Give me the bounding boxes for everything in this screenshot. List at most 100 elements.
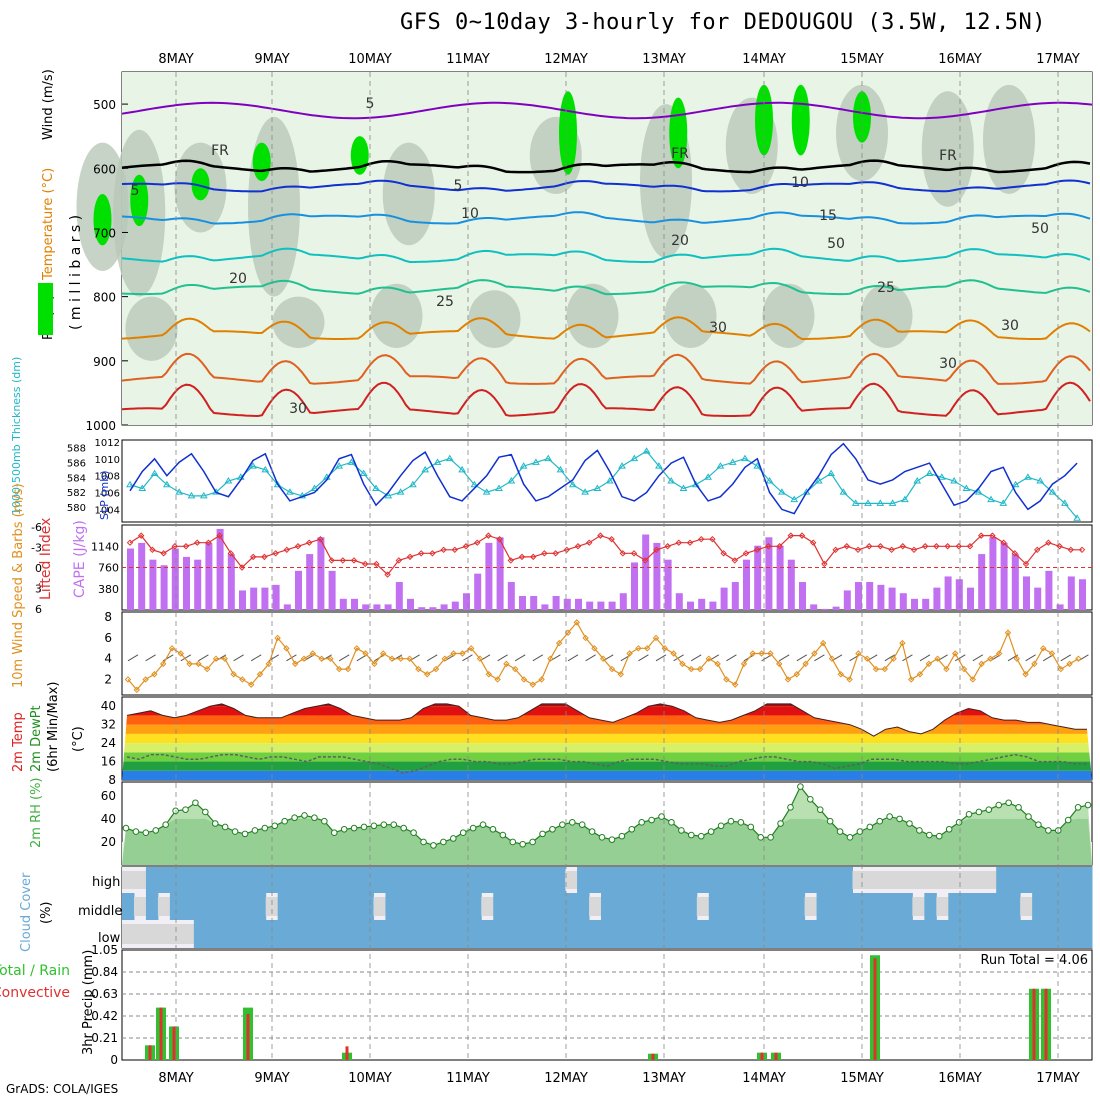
- cloud-cell: [612, 867, 626, 893]
- cloud-cell: [672, 867, 686, 893]
- cloud-cell: [517, 893, 530, 920]
- thickness-marker: [962, 484, 971, 491]
- rh-marker: [747, 823, 755, 831]
- temp-line: [126, 703, 1087, 737]
- temperature-axis-label: Temperature (°C): [41, 168, 56, 281]
- thickness-marker: [286, 488, 294, 495]
- li-marker: [283, 546, 291, 553]
- cape-bar: [608, 601, 616, 610]
- cloud-cell: [684, 867, 698, 893]
- wind-speed-marker: [124, 676, 132, 683]
- li-marker: [417, 550, 425, 557]
- cloud-cell: [780, 893, 794, 920]
- cloud-cell: [924, 920, 937, 948]
- precip-convective-bar: [1032, 988, 1036, 1060]
- contour-label: FR: [939, 148, 957, 164]
- contour-label: 50: [827, 236, 845, 252]
- thickness-marker: [187, 491, 196, 499]
- wind-speed-marker: [256, 671, 264, 678]
- slp-tick-label: 1010: [95, 455, 120, 466]
- cloud-cell: [289, 867, 303, 893]
- cloud-cell: [169, 893, 183, 920]
- thickness-marker: [679, 484, 688, 491]
- li-marker: [843, 543, 851, 550]
- thickness-marker: [199, 491, 208, 499]
- pressure-tick-label: 600: [93, 162, 116, 176]
- cloud-cell: [169, 867, 183, 893]
- thickness-marker: [974, 488, 983, 495]
- cloud-cell: [361, 893, 374, 920]
- rh-marker: [549, 825, 556, 833]
- cloud-cell: [253, 893, 267, 920]
- cape-bar: [261, 587, 269, 610]
- wind-speed-marker: [872, 665, 880, 673]
- cape-bar: [664, 559, 672, 610]
- rh-high-shading: [853, 91, 871, 143]
- cloud-cell: [481, 920, 494, 948]
- cloud-cell: [732, 893, 746, 920]
- thickness-marker: [384, 491, 393, 499]
- rh-marker: [687, 831, 695, 839]
- rh-label-group: 2m RH (%): [29, 777, 44, 848]
- wind-speed-marker: [1057, 665, 1065, 673]
- cloud-gap: [912, 871, 925, 889]
- cape-bar: [418, 607, 426, 610]
- li-marker: [731, 557, 739, 564]
- cloud-cell: [864, 920, 877, 948]
- date-label-bottom: 13MAY: [642, 1071, 686, 1086]
- rh-high-shading: [252, 142, 271, 182]
- cloud-cell: [241, 920, 255, 948]
- li-marker: [955, 543, 963, 550]
- pressure-tick-label: 1000: [85, 419, 116, 433]
- cloud-cell: [1080, 920, 1093, 948]
- cloud-cell: [421, 893, 434, 920]
- cloud-cell: [720, 920, 734, 948]
- wind-speed-marker: [969, 676, 977, 683]
- wind-barb: [690, 654, 702, 662]
- cloud-cell: [1044, 920, 1057, 948]
- cloud-cell: [840, 867, 853, 893]
- wind-speed-marker: [142, 676, 149, 683]
- temp-band: [122, 715, 1092, 725]
- temp-axis-label-d: (°C): [71, 726, 86, 752]
- wind-axis-label: 10m Wind Speed & Barbs (m/s): [11, 483, 26, 688]
- li-marker: [328, 557, 335, 564]
- rh-marker: [1084, 801, 1092, 809]
- wind-barb: [884, 654, 896, 662]
- cloud-cell: [469, 893, 482, 920]
- temperature-contour: [121, 316, 1091, 340]
- rh-marker: [261, 824, 269, 832]
- li-marker: [854, 546, 862, 553]
- cloud-cell: [648, 920, 662, 948]
- wind-speed-marker: [679, 660, 686, 668]
- wind-speed-marker: [309, 650, 317, 657]
- rh-high-shading: [559, 91, 577, 175]
- cloud-cell: [409, 893, 422, 920]
- cape-bar: [160, 565, 168, 610]
- cloud-cell: [684, 893, 698, 920]
- cloud-cell: [349, 867, 363, 893]
- slp-tick-label: 1008: [95, 472, 120, 483]
- wind-barb: [532, 654, 544, 662]
- cloud-cell: [984, 920, 997, 948]
- run-total-label: Run Total = 4.06: [980, 953, 1088, 968]
- rh-marker: [995, 801, 1003, 809]
- cape-bar: [530, 596, 538, 610]
- cloud-cell: [469, 867, 482, 893]
- wind-barb: [585, 654, 596, 662]
- cloud-cell: [457, 867, 470, 893]
- cloud-cell: [409, 920, 422, 948]
- cloud-cell: [493, 893, 506, 920]
- cloud-cell: [445, 893, 458, 920]
- pressure-tick-label: 900: [93, 355, 116, 369]
- li-marker: [585, 539, 593, 546]
- cloud-gap: [265, 897, 279, 916]
- li-marker: [496, 535, 503, 543]
- date-label-bottom: 10MAY: [348, 1071, 392, 1086]
- cloud-gap: [373, 897, 386, 916]
- wind-barb: [567, 654, 579, 662]
- cape-bar: [619, 593, 627, 610]
- cloud-cell: [529, 920, 542, 948]
- contour-label: 25: [436, 294, 454, 310]
- rh-marker: [816, 806, 824, 813]
